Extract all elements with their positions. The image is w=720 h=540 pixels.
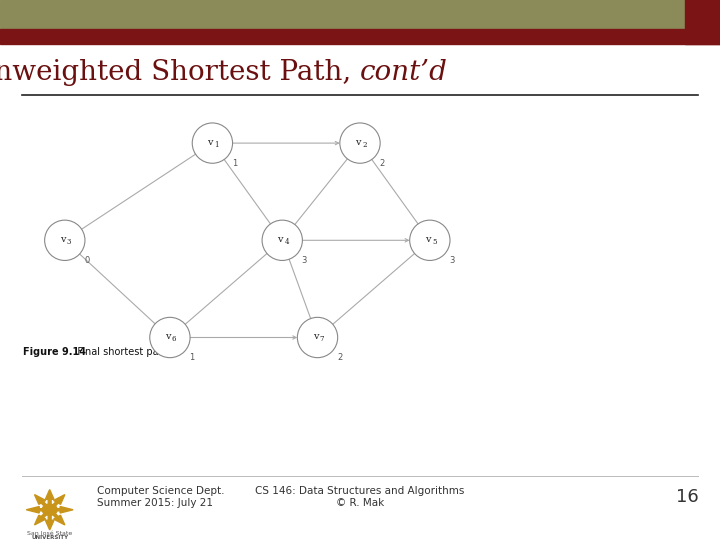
Text: San José State: San José State [27, 530, 72, 536]
Bar [685, 0, 720, 44]
Text: 7: 7 [320, 335, 324, 343]
Text: Summer 2015: July 21: Summer 2015: July 21 [97, 498, 213, 508]
Text: v: v [207, 138, 213, 146]
Text: © R. Mak: © R. Mak [336, 498, 384, 508]
FancyArrow shape [50, 507, 73, 513]
Text: 3: 3 [302, 256, 307, 265]
FancyArrow shape [35, 495, 51, 510]
Text: 0: 0 [84, 256, 89, 265]
Text: Computer Science Dept.: Computer Science Dept. [97, 487, 225, 496]
Text: 5: 5 [432, 238, 436, 246]
Text: 2: 2 [379, 159, 384, 168]
Bar [0, 29, 720, 44]
FancyArrow shape [48, 509, 65, 525]
Text: 1: 1 [189, 353, 194, 362]
Text: v: v [425, 235, 431, 244]
Text: v: v [277, 235, 283, 244]
Text: 1: 1 [232, 159, 237, 168]
Bar [0, 0, 720, 30]
Ellipse shape [262, 220, 302, 260]
Text: v: v [165, 332, 171, 341]
Text: Unweighted Shortest Path,: Unweighted Shortest Path, [0, 59, 360, 86]
Ellipse shape [297, 318, 338, 357]
FancyArrow shape [27, 507, 50, 513]
Text: 1: 1 [215, 141, 219, 148]
Text: v: v [60, 235, 66, 244]
Text: v: v [312, 332, 318, 341]
Text: cont’d: cont’d [360, 59, 448, 86]
Circle shape [42, 504, 57, 515]
FancyArrow shape [48, 495, 65, 510]
Text: 2: 2 [337, 353, 342, 362]
Text: 6: 6 [172, 335, 176, 343]
Text: 4: 4 [284, 238, 289, 246]
Ellipse shape [410, 220, 450, 260]
Text: 16: 16 [676, 488, 699, 507]
Text: Final shortest paths.: Final shortest paths. [68, 347, 176, 357]
FancyArrow shape [45, 510, 54, 530]
Text: 3: 3 [67, 238, 71, 246]
FancyArrow shape [45, 490, 54, 510]
Text: UNIVERSITY: UNIVERSITY [31, 535, 68, 540]
Text: Figure 9.14: Figure 9.14 [23, 347, 86, 357]
FancyArrow shape [35, 509, 51, 525]
Text: 3: 3 [449, 256, 455, 265]
Text: 2: 2 [362, 141, 366, 148]
Ellipse shape [45, 220, 85, 260]
Text: CS 146: Data Structures and Algorithms: CS 146: Data Structures and Algorithms [256, 487, 464, 496]
Ellipse shape [192, 123, 233, 163]
Ellipse shape [340, 123, 380, 163]
Ellipse shape [150, 318, 190, 357]
Text: v: v [355, 138, 361, 146]
